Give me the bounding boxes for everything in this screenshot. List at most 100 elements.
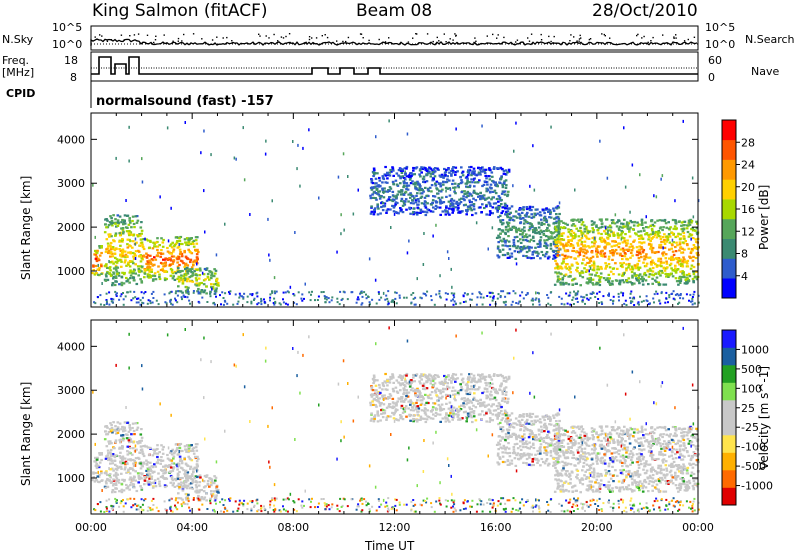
velocity-cell: [473, 392, 476, 395]
power-cell: [599, 265, 602, 269]
power-cell: [138, 233, 141, 236]
velocity-cell: [187, 455, 190, 458]
power-cell: [638, 274, 641, 277]
power-cell: [453, 292, 456, 295]
power-cell: [220, 303, 222, 306]
power-cell: [568, 294, 571, 297]
power-cell: [557, 271, 560, 274]
power-cell: [129, 221, 132, 224]
power-cell: [170, 302, 173, 305]
power-cell: [472, 208, 476, 211]
nsearch-point: [580, 37, 582, 39]
velocity-cell: [456, 415, 460, 418]
velocity-cell: [479, 413, 482, 416]
power-cell: [187, 243, 190, 247]
power-cell: [455, 202, 459, 205]
velocity-cell: [439, 382, 443, 385]
velocity-cell: [399, 384, 402, 387]
power-cell: [599, 226, 603, 229]
velocity-cell: [161, 448, 165, 451]
power-cell: [576, 244, 580, 247]
power-cell: [661, 271, 664, 274]
velocity-cell: [180, 459, 184, 462]
power-cell: [640, 256, 643, 259]
nsearch-point: [540, 39, 543, 41]
velocity-cell: [403, 383, 406, 387]
power-cell: [579, 250, 582, 253]
power-cell: [154, 258, 158, 261]
power-cell: [593, 221, 596, 224]
power-cell: [636, 264, 639, 267]
power-cell: [368, 301, 371, 304]
velocity-cell: [128, 472, 132, 475]
power-cell: [498, 181, 502, 185]
power-cell: [545, 246, 549, 249]
velocity-cell: [183, 458, 186, 461]
velocity-cell: [425, 387, 429, 390]
power-cell: [117, 221, 120, 224]
power-cell: [543, 239, 546, 242]
velocity-cell: [376, 379, 379, 382]
velocity-cell: [424, 393, 427, 396]
power-cell: [556, 280, 559, 283]
power-cell: [540, 230, 544, 234]
power-cell: [534, 231, 537, 235]
velocity-cell: [113, 490, 117, 494]
velocity-cell: [132, 464, 136, 467]
power-cell: [583, 240, 587, 243]
power-cell: [640, 223, 644, 226]
velocity-cell: [190, 473, 194, 476]
power-cell: [557, 267, 560, 270]
power-cell: [385, 211, 388, 214]
velocity-cell: [214, 489, 218, 493]
power-cell: [186, 272, 190, 275]
velocity-cell: [423, 417, 426, 420]
power-cell: [539, 239, 542, 242]
power-cell: [188, 270, 192, 273]
velocity-cell: [142, 445, 145, 448]
power-cell: [462, 294, 465, 297]
power-cell: [446, 178, 449, 181]
power-cell: [134, 250, 138, 253]
power-cell: [609, 229, 612, 232]
power-cell: [637, 301, 640, 304]
power-cell: [532, 231, 535, 234]
power-cell: [141, 296, 144, 299]
power-cell: [440, 201, 444, 204]
power-cell: [451, 167, 454, 170]
power-cell: [214, 269, 218, 272]
power-cell: [413, 173, 416, 176]
power-cell: [641, 275, 644, 278]
velocity-cell: [493, 396, 497, 399]
power-cell: [274, 301, 277, 304]
power-cell: [365, 293, 367, 296]
power-cell: [651, 229, 654, 232]
power-cell: [680, 224, 683, 227]
power-cell: [647, 238, 650, 241]
power-cell: [323, 295, 326, 298]
power-cell: [446, 212, 450, 215]
power-cell: [221, 291, 224, 294]
power-cell: [522, 208, 525, 211]
velocity-cell: [452, 409, 455, 412]
power-cell: [177, 267, 180, 270]
power-cell: [373, 208, 376, 211]
velocity-cell: [450, 377, 453, 380]
power-cell: [582, 258, 585, 261]
power-cell: [683, 282, 687, 285]
power-cell: [557, 217, 561, 220]
velocity-cell: [381, 388, 384, 391]
power-cell: [135, 215, 139, 218]
velocity-cell: [446, 385, 449, 388]
velocity-cell: [121, 425, 124, 429]
power-cell: [623, 240, 626, 243]
power-cell: [517, 302, 520, 305]
power-cell: [441, 175, 445, 178]
power-cell: [617, 219, 620, 222]
power-cell: [686, 277, 690, 280]
power-cell: [197, 250, 200, 254]
velocity-cell: [186, 464, 190, 468]
power-cell: [191, 268, 194, 271]
power-cell: [625, 263, 628, 266]
power-cell: [605, 218, 609, 221]
